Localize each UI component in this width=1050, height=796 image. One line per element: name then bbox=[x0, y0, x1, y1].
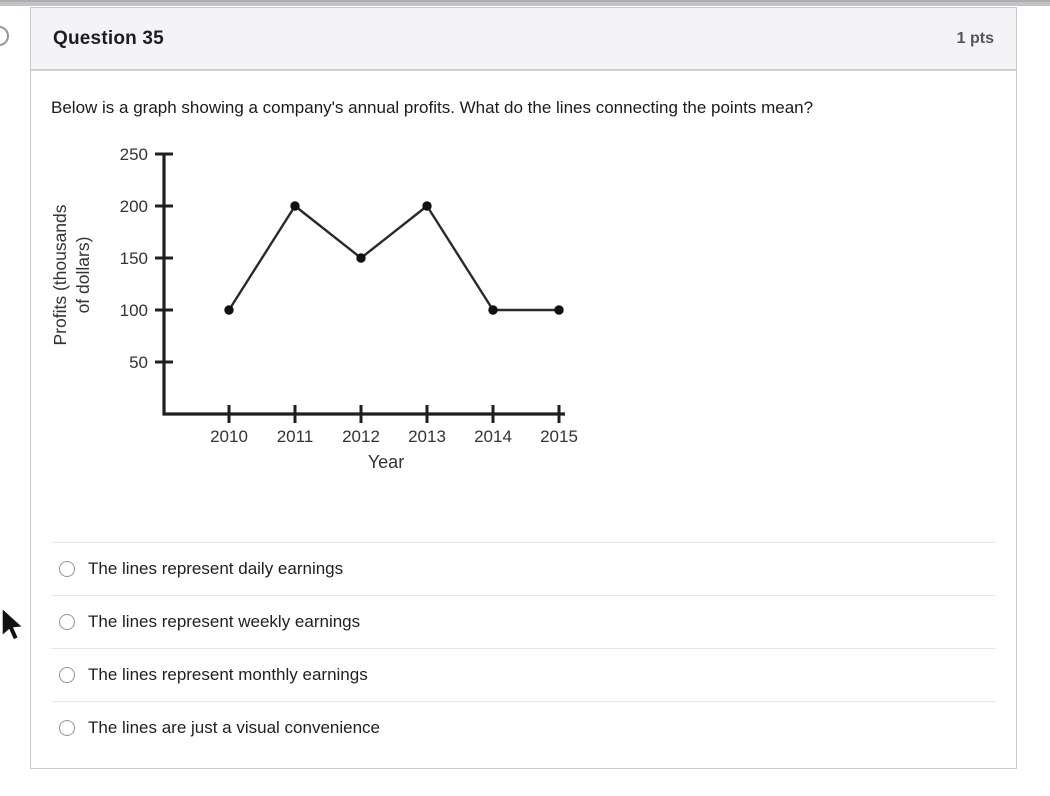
question-points: 1 pts bbox=[956, 30, 994, 47]
answer-radio-icon[interactable] bbox=[59, 614, 75, 631]
answer-radio-icon[interactable] bbox=[59, 720, 75, 737]
mouse-cursor-icon bbox=[1, 607, 25, 641]
answer-option-label[interactable]: The lines represent daily earnings bbox=[88, 559, 344, 579]
answer-option[interactable]: The lines are just a visual convenience bbox=[51, 701, 996, 754]
question-header: Question 35 1 pts bbox=[31, 8, 1016, 71]
svg-text:150: 150 bbox=[120, 249, 148, 268]
question-body: Below is a graph showing a company's ann… bbox=[31, 71, 1016, 754]
question-text: Below is a graph showing a company's ann… bbox=[51, 98, 814, 117]
svg-text:2013: 2013 bbox=[408, 427, 446, 446]
svg-text:100: 100 bbox=[120, 301, 148, 320]
svg-text:Year: Year bbox=[368, 452, 404, 472]
svg-text:2011: 2011 bbox=[277, 427, 314, 446]
svg-text:50: 50 bbox=[129, 353, 148, 372]
svg-text:2015: 2015 bbox=[540, 427, 578, 446]
question-card: Question 35 1 pts Below is a graph showi… bbox=[30, 7, 1017, 769]
question-status-marker bbox=[0, 26, 9, 46]
answer-option[interactable]: The lines represent weekly earnings bbox=[51, 595, 996, 648]
profits-line-chart: 50 100 150 200 250 2010 2011 2012 2013 2014 2015 Ye… bbox=[50, 145, 578, 472]
svg-text:of dollars): of dollars) bbox=[73, 237, 93, 314]
svg-text:Profits (thousands: Profits (thousands bbox=[50, 204, 70, 345]
svg-text:2012: 2012 bbox=[342, 427, 380, 446]
answer-option[interactable]: The lines represent monthly earnings bbox=[51, 648, 996, 701]
answer-radio-icon[interactable] bbox=[59, 561, 75, 578]
window-top-edge bbox=[0, 0, 1050, 6]
question-title: Question 35 bbox=[53, 28, 164, 49]
answer-radio-icon[interactable] bbox=[59, 667, 75, 684]
answer-option-label[interactable]: The lines represent weekly earnings bbox=[88, 612, 361, 632]
svg-text:250: 250 bbox=[120, 145, 148, 164]
svg-text:200: 200 bbox=[120, 197, 148, 216]
answer-option[interactable]: The lines represent daily earnings bbox=[51, 542, 996, 595]
chart-image-wrap: 50 100 150 200 250 2010 2011 2012 2013 2014 2015 Ye… bbox=[46, 135, 996, 488]
answer-options: The lines represent daily earnings The l… bbox=[51, 542, 996, 754]
svg-text:2010: 2010 bbox=[210, 427, 248, 446]
svg-text:2014: 2014 bbox=[474, 427, 512, 446]
answer-option-label[interactable]: The lines are just a visual convenience bbox=[88, 718, 380, 738]
answer-option-label[interactable]: The lines represent monthly earnings bbox=[88, 665, 368, 685]
